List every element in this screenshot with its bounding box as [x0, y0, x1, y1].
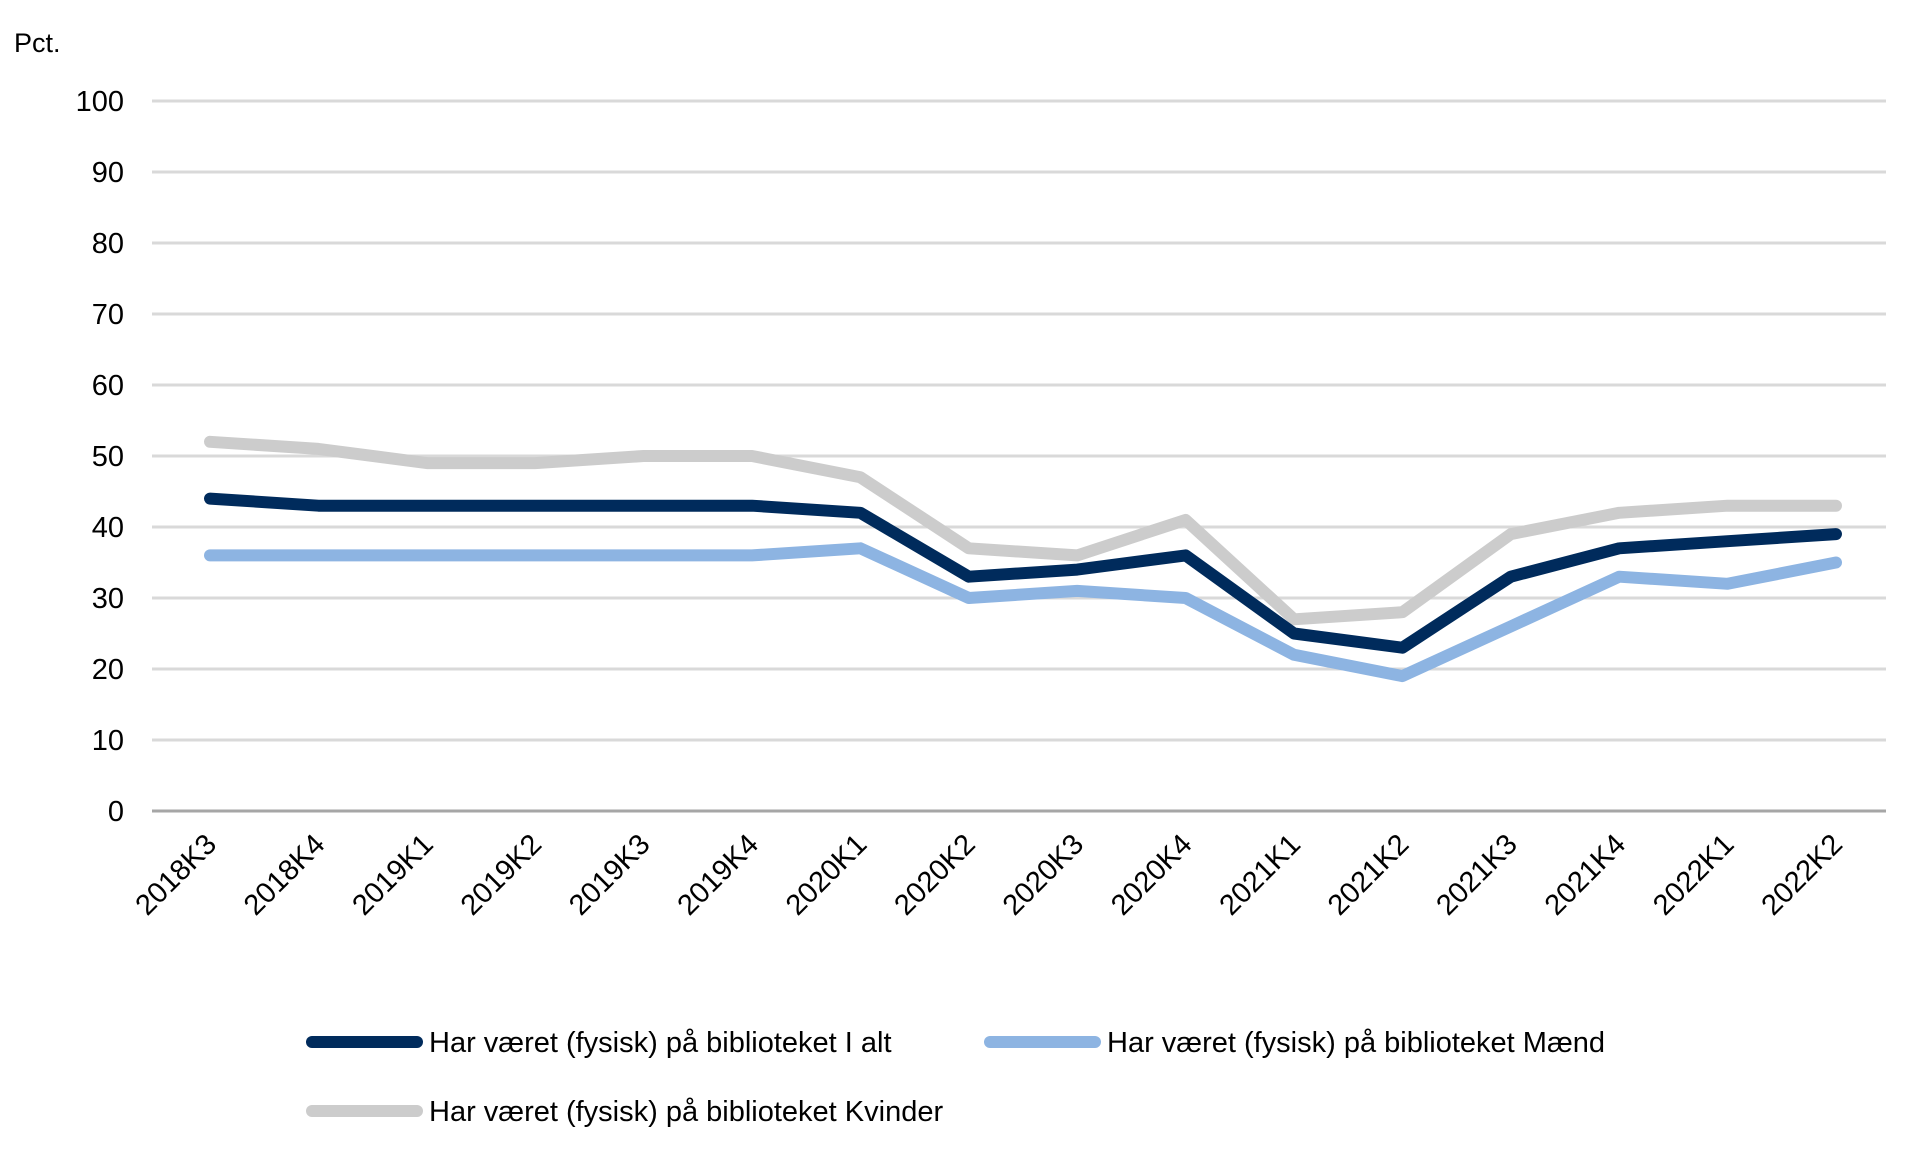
- y-tick-label: 100: [76, 86, 124, 118]
- series-lines: [204, 435, 1842, 683]
- series-line-2: [204, 435, 1842, 626]
- legend-label-1: Har været (fysisk) på biblioteket Mænd: [1107, 1027, 1605, 1059]
- x-tick-label: 2022K1: [1647, 828, 1740, 921]
- legend-label-2: Har været (fysisk) på biblioteket Kvinde…: [429, 1096, 943, 1128]
- x-tick-label: 2018K4: [238, 828, 331, 921]
- x-tick-label: 2020K1: [780, 828, 873, 921]
- y-axis-unit-label: Pct.: [14, 28, 61, 58]
- x-tick-label: 2021K1: [1214, 828, 1307, 921]
- y-tick-label: 70: [92, 299, 124, 331]
- x-tick-label: 2019K4: [672, 828, 765, 921]
- gridlines: [152, 99, 1886, 813]
- y-tick-label: 20: [92, 654, 124, 686]
- x-tick-label: 2020K2: [888, 828, 981, 921]
- x-tick-label: 2021K3: [1430, 828, 1523, 921]
- x-tick-label: 2022K2: [1756, 828, 1849, 921]
- x-tick-label: 2021K2: [1322, 828, 1415, 921]
- series-line-1: [204, 542, 1842, 683]
- x-tick-label: 2019K2: [455, 828, 548, 921]
- x-tick-label: 2021K4: [1539, 828, 1632, 921]
- y-tick-label: 40: [92, 512, 124, 544]
- x-tick-label: 2020K4: [1105, 828, 1198, 921]
- y-tick-label: 80: [92, 228, 124, 260]
- y-tick-label: 0: [108, 796, 124, 828]
- series-line-0: [204, 492, 1842, 654]
- y-axis-tick-labels: 0 10 20 30 40 50 60 70 80 90 100: [76, 86, 124, 828]
- y-tick-label: 10: [92, 725, 124, 757]
- x-tick-label: 2018K3: [130, 828, 223, 921]
- x-tick-label: 2019K1: [346, 828, 439, 921]
- y-tick-label: 90: [92, 157, 124, 189]
- legend-label-0: Har været (fysisk) på biblioteket I alt: [429, 1027, 892, 1059]
- y-tick-label: 50: [92, 441, 124, 473]
- legend: Har været (fysisk) på biblioteket I alt H…: [306, 1027, 1605, 1128]
- y-tick-label: 30: [92, 583, 124, 615]
- x-tick-label: 2019K3: [563, 828, 656, 921]
- x-tick-label: 2020K3: [997, 828, 1090, 921]
- y-tick-label: 60: [92, 370, 124, 402]
- x-axis-tick-labels: 2018K3 2018K4 2019K1 2019K2 2019K3 2019K4 2020…: [130, 828, 1849, 921]
